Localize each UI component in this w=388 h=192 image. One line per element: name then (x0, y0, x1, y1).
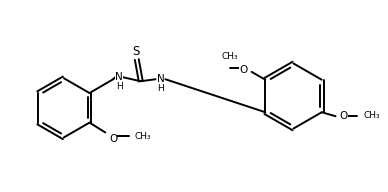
Text: CH₃: CH₃ (363, 111, 380, 120)
Text: O: O (109, 134, 118, 144)
Text: N: N (115, 72, 123, 82)
Text: CH₃: CH₃ (222, 52, 238, 61)
Text: O: O (239, 65, 248, 75)
Text: N: N (157, 74, 165, 84)
Text: CH₃: CH₃ (135, 132, 151, 141)
Text: H: H (157, 84, 164, 93)
Text: S: S (132, 45, 140, 58)
Text: H: H (116, 82, 123, 91)
Text: O: O (340, 111, 348, 121)
